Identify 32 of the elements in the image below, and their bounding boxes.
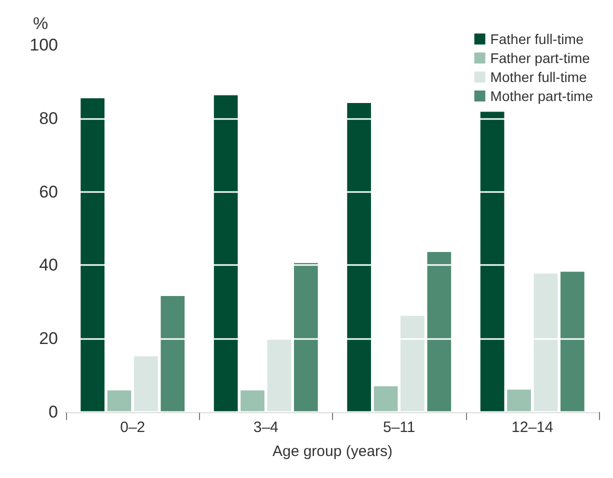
legend-label: Mother full-time	[490, 69, 587, 85]
x-axis-title: Age group (years)	[272, 443, 393, 460]
y-tick-label: 0	[48, 402, 58, 422]
bar	[534, 274, 558, 412]
legend-label: Father full-time	[490, 31, 584, 47]
bar	[374, 386, 398, 412]
x-tick-label: 5–11	[382, 419, 416, 436]
y-tick-label: 100	[30, 36, 58, 54]
y-tick-label: 20	[39, 329, 58, 348]
bar	[267, 339, 292, 412]
bar	[107, 390, 132, 412]
y-axis-title: %	[33, 14, 48, 33]
y-tick-label: 80	[39, 108, 58, 128]
bar	[214, 95, 238, 412]
bar	[240, 390, 264, 412]
legend-label: Father part-time	[490, 50, 590, 66]
x-tick-label: 3–4	[253, 419, 278, 436]
bar	[347, 102, 371, 412]
bar	[427, 252, 452, 412]
bar	[294, 263, 318, 412]
x-tick-label: 0–2	[120, 419, 146, 436]
y-tick-label: 60	[39, 182, 58, 202]
bar	[507, 390, 531, 412]
legend-label: Mother part-time	[490, 88, 594, 104]
bar	[480, 112, 504, 412]
x-tick-label: 12–14	[512, 419, 554, 436]
bar	[160, 296, 185, 412]
y-tick-label: 40	[39, 256, 58, 275]
bar	[134, 356, 158, 412]
bar	[80, 98, 104, 412]
bar	[560, 272, 584, 412]
bar	[400, 316, 424, 412]
